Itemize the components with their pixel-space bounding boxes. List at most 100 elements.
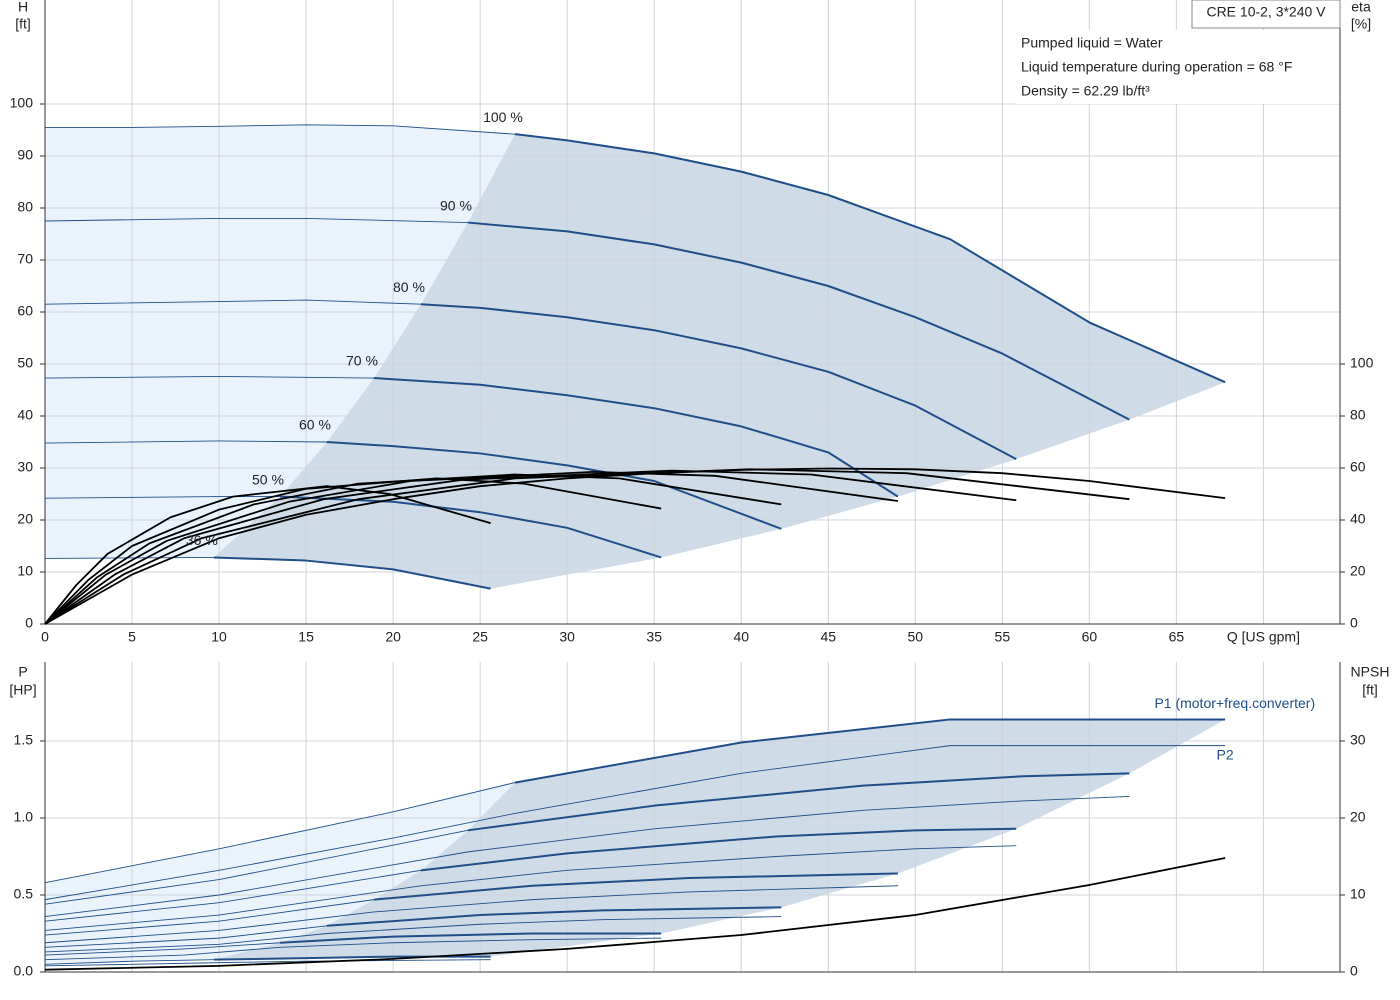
curves — [44, 124, 1226, 971]
series-label: 36 % — [186, 532, 218, 548]
y-axis-unit: [ft] — [15, 16, 31, 32]
y-tick-label: 50 — [17, 355, 33, 371]
y2-tick-label: 0 — [1350, 963, 1358, 979]
curve — [44, 857, 1226, 971]
curve — [44, 485, 491, 625]
curve — [44, 959, 491, 967]
curve — [44, 885, 898, 944]
curve — [467, 221, 1130, 421]
x-tick-label: 45 — [820, 629, 836, 645]
y2-tick-label: 40 — [1350, 511, 1366, 527]
x-tick-label: 60 — [1082, 629, 1098, 645]
curve-thin — [44, 942, 281, 956]
curve — [467, 772, 1130, 832]
y-axis-unit: [HP] — [9, 682, 36, 698]
curve-thin — [44, 782, 516, 884]
x-tick-label: 25 — [472, 629, 488, 645]
info-note: Pumped liquid = Water — [1021, 35, 1163, 51]
info-note: Density = 62.29 lb/ft³ — [1021, 83, 1150, 99]
curve-thin — [44, 829, 469, 905]
y-tick-label: 20 — [17, 511, 33, 527]
y-tick-label: 100 — [10, 95, 34, 111]
labels: H [ft] eta [%] P [HP] NPSH [ft] CRE 10-2… — [9, 0, 1389, 979]
x-tick-label: 65 — [1169, 629, 1185, 645]
grid — [40, 0, 1345, 973]
curve-thin — [44, 899, 375, 936]
curve — [326, 441, 782, 530]
y-axis-title: P — [18, 664, 27, 680]
curve-thin — [45, 124, 515, 135]
x-tick-label: 20 — [385, 629, 401, 645]
x-tick-label: 30 — [559, 629, 575, 645]
y-tick-label: 1.5 — [14, 732, 34, 748]
curve — [44, 473, 782, 625]
y2-tick-label: 60 — [1350, 459, 1366, 475]
y-tick-label: 0.0 — [14, 963, 34, 979]
y-axis-title: H — [18, 0, 28, 15]
curve-thin — [44, 925, 328, 948]
curve — [44, 916, 782, 953]
x-tick-label: 35 — [646, 629, 662, 645]
y2-tick-label: 20 — [1350, 809, 1366, 825]
y-tick-label: 60 — [17, 303, 33, 319]
curve — [326, 906, 782, 927]
series-label: 60 % — [299, 417, 331, 433]
y-tick-label: 0 — [25, 615, 33, 631]
curve — [44, 937, 662, 961]
series-label: 100 % — [483, 109, 523, 125]
y-tick-label: 90 — [17, 147, 33, 163]
series-label: P2 — [1217, 746, 1234, 762]
y-tick-label: 30 — [17, 459, 33, 475]
y-tick-label: 1.0 — [14, 809, 34, 825]
y2-tick-label: 20 — [1350, 563, 1366, 579]
curve — [514, 133, 1226, 384]
x-tick-label: 50 — [908, 629, 924, 645]
series-label: 50 % — [252, 471, 284, 487]
y-tick-label: 70 — [17, 251, 33, 267]
y2-axis-unit: [ft] — [1362, 682, 1378, 698]
curve — [514, 718, 1226, 784]
x-tick-label: 55 — [995, 629, 1011, 645]
curve-thin — [44, 217, 468, 224]
info-note: Liquid temperature during operation = 68… — [1021, 59, 1292, 75]
y2-tick-label: 100 — [1350, 355, 1374, 371]
curve — [44, 468, 1130, 625]
curve-thin — [44, 376, 374, 379]
y-tick-label: 40 — [17, 407, 33, 423]
curve — [373, 377, 899, 498]
curve — [213, 556, 491, 590]
y2-tick-label: 30 — [1350, 732, 1366, 748]
notes-box — [1016, 30, 1338, 104]
curve — [44, 469, 1017, 625]
light-region — [45, 124, 515, 559]
model-label: CRE 10-2, 3*240 V — [1206, 4, 1326, 20]
curve — [44, 795, 1130, 918]
x-tick-label: 5 — [128, 629, 136, 645]
y2-axis-title: eta — [1351, 0, 1371, 15]
x-tick-label: 15 — [298, 629, 314, 645]
y2-axis-unit: [%] — [1351, 16, 1371, 32]
y-tick-label: 0.5 — [14, 886, 34, 902]
series-label: 70 % — [346, 353, 378, 369]
operating-range — [213, 134, 1226, 589]
curve — [373, 872, 898, 901]
curve-thin — [44, 869, 422, 922]
y-tick-label: 10 — [17, 563, 33, 579]
curve-thin — [44, 299, 421, 305]
model-box — [1191, 0, 1341, 29]
x-tick-label: 40 — [733, 629, 749, 645]
curve — [44, 471, 899, 625]
y2-tick-label: 10 — [1350, 886, 1366, 902]
x-tick-label: 10 — [211, 629, 227, 645]
curve — [44, 477, 662, 625]
curve — [44, 745, 1226, 901]
x-tick-label: 0 — [41, 629, 49, 645]
y2-tick-label: 0 — [1350, 615, 1358, 631]
curve — [279, 932, 662, 944]
y2-tick-label: 80 — [1350, 407, 1366, 423]
regions — [45, 124, 1226, 965]
y-tick-label: 80 — [17, 199, 33, 215]
x-tick-label: Q [US gpm] — [1227, 629, 1300, 645]
curve — [44, 467, 1226, 625]
